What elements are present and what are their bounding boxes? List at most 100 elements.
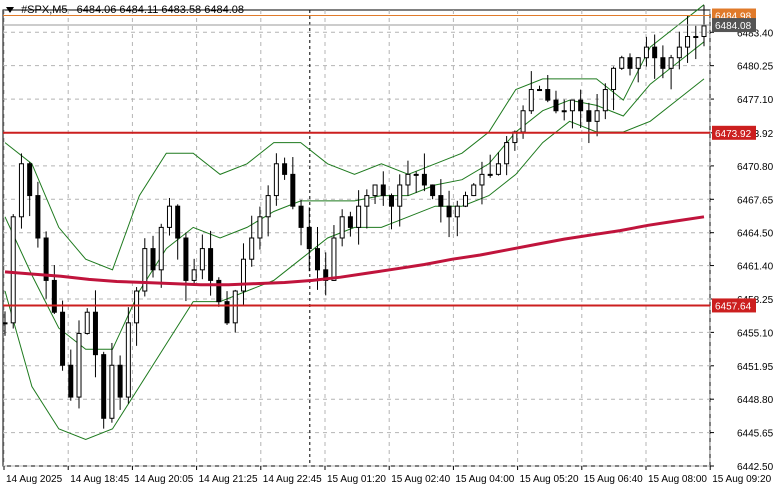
x-tick-label: 15 Aug 04:00 bbox=[455, 474, 514, 485]
y-tick-label: 6470.80 bbox=[737, 162, 774, 173]
upper-level-line-tag-label: 6484.98 bbox=[715, 12, 752, 23]
resistance-level-line-tag bbox=[712, 125, 756, 140]
candle-body bbox=[339, 216, 345, 239]
resistance-level-line-tag-label: 6473.92 bbox=[715, 129, 752, 140]
y-tick-label: 6451.95 bbox=[737, 362, 774, 373]
candle-body bbox=[347, 216, 353, 228]
y-tick-label: 6467.65 bbox=[737, 195, 774, 206]
candle-body bbox=[51, 279, 57, 313]
y-tick-label: 6455.10 bbox=[737, 328, 774, 339]
candle-body bbox=[520, 110, 526, 133]
candle-body bbox=[257, 216, 263, 239]
y-tick-label: 6483.40 bbox=[737, 28, 774, 39]
symbol-header: #SPX,M5 6484.06 6484.11 6483.58 6484.08 bbox=[6, 4, 244, 16]
symbol-label: #SPX,M5 bbox=[21, 4, 68, 16]
bollinger-upper-band bbox=[4, 4, 705, 271]
candle-body bbox=[199, 248, 205, 271]
candle-body bbox=[2, 322, 8, 325]
candle-body bbox=[10, 216, 16, 324]
support-level-line-tag bbox=[712, 298, 756, 313]
ohlc-values: 6484.06 6484.11 6483.58 6484.08 bbox=[76, 4, 244, 16]
y-tick-label: 6445.65 bbox=[737, 429, 774, 440]
x-tick-label: 15 Aug 08:00 bbox=[648, 474, 707, 485]
candle-body bbox=[282, 163, 288, 175]
candle-body bbox=[208, 248, 214, 281]
candle-body bbox=[150, 248, 156, 271]
candle-body bbox=[273, 163, 279, 197]
candle-body bbox=[101, 354, 107, 419]
candle-body bbox=[117, 364, 123, 398]
x-tick-label: 14 Aug 22:45 bbox=[263, 474, 322, 485]
candle-body bbox=[405, 173, 411, 186]
candle-body bbox=[421, 173, 427, 186]
candle-body bbox=[125, 322, 131, 398]
candle-body bbox=[166, 205, 172, 228]
candle-body bbox=[446, 205, 452, 218]
support-level-line-tag-label: 6457.64 bbox=[715, 301, 752, 312]
candle-body bbox=[84, 311, 90, 334]
candle-body bbox=[479, 173, 485, 186]
candle-body bbox=[463, 195, 469, 207]
plot-frame bbox=[2, 9, 711, 467]
candle-body bbox=[528, 89, 534, 112]
candle-body bbox=[43, 237, 49, 281]
candle-body bbox=[545, 89, 551, 101]
candle-body bbox=[175, 205, 181, 239]
candle-body bbox=[701, 25, 707, 38]
candle-body bbox=[611, 67, 617, 91]
candle-body bbox=[569, 99, 575, 112]
x-tick-label: 14 Aug 18:45 bbox=[70, 474, 129, 485]
candle-body bbox=[232, 290, 238, 324]
candle-body bbox=[323, 269, 329, 281]
candle-body bbox=[68, 364, 74, 398]
candle-body bbox=[109, 364, 115, 419]
candle-body bbox=[290, 173, 296, 207]
candle-body bbox=[240, 258, 246, 292]
y-tick-label: 6448.80 bbox=[737, 395, 774, 406]
candle-body bbox=[438, 195, 444, 207]
candle-body bbox=[578, 99, 584, 112]
candle-body bbox=[504, 142, 510, 165]
x-tick-label: 14 Aug 20:05 bbox=[134, 474, 193, 485]
candle-body bbox=[668, 57, 674, 69]
y-tick-label: 6480.25 bbox=[737, 62, 774, 73]
candle-body bbox=[553, 99, 559, 112]
candle-body bbox=[643, 46, 649, 59]
candle-body bbox=[693, 36, 699, 39]
candle-body bbox=[389, 195, 395, 207]
candle-body bbox=[413, 173, 419, 176]
candle-body bbox=[224, 301, 230, 324]
candle-body bbox=[397, 184, 403, 207]
bollinger-middle-band bbox=[4, 41, 705, 350]
candle-body bbox=[487, 173, 493, 176]
dropdown-triangle-icon[interactable] bbox=[6, 7, 14, 14]
candle-body bbox=[76, 332, 82, 398]
x-tick-label: 15 Aug 02:40 bbox=[391, 474, 450, 485]
candle-body bbox=[586, 110, 592, 122]
candle-body bbox=[627, 57, 633, 69]
candle-body bbox=[314, 248, 320, 271]
y-tick-label: 6477.10 bbox=[737, 95, 774, 106]
candle-body bbox=[331, 237, 337, 281]
current-price-tag-label: 6484.08 bbox=[715, 21, 752, 32]
candle-body bbox=[142, 248, 148, 292]
x-tick-label: 15 Aug 06:40 bbox=[584, 474, 643, 485]
candle-body bbox=[35, 195, 41, 239]
x-tick-label: 14 Aug 2025 bbox=[6, 474, 63, 485]
candle-body bbox=[306, 226, 312, 250]
candle-body bbox=[364, 195, 370, 207]
candle-body bbox=[183, 237, 189, 281]
candle-body bbox=[158, 226, 164, 271]
candle-body bbox=[495, 163, 501, 175]
candle-body bbox=[356, 205, 362, 228]
y-tick-label: 6442.50 bbox=[737, 462, 774, 473]
x-tick-label: 15 Aug 05:20 bbox=[520, 474, 579, 485]
candle-body bbox=[216, 279, 222, 303]
candle-body bbox=[191, 269, 197, 281]
candle-body bbox=[27, 163, 33, 197]
candle-body bbox=[619, 57, 625, 69]
x-tick-label: 15 Aug 09:20 bbox=[712, 474, 771, 485]
candle-body bbox=[18, 163, 24, 218]
